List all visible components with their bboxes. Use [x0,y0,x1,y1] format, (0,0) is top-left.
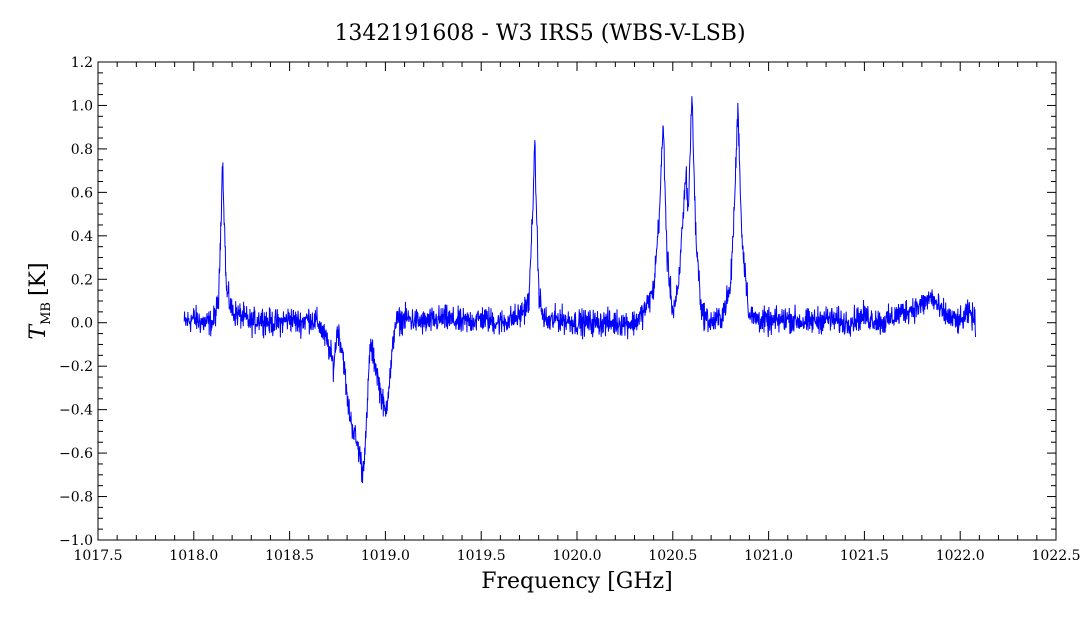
y-tick-label: −1.0 [59,533,93,549]
y-tick-label: −0.8 [59,490,93,506]
y-tick-label: 0.6 [71,185,93,201]
svg-text:TMB[K]: TMB [K] [26,262,54,339]
x-tick-label: 1018.5 [265,548,314,564]
y-axis-label-sub: MB [39,302,54,325]
x-tick-label: 1021.5 [840,548,889,564]
spectrum-trace [183,96,977,484]
x-tick-label: 1019.5 [457,548,506,564]
x-tick-label: 1022.0 [936,548,985,564]
y-tick-label: 0.0 [71,316,93,332]
x-tick-label: 1022.5 [1032,548,1080,564]
y-axis-label: TMB [K] [26,262,54,339]
x-tick-label: 1017.5 [74,548,123,564]
y-axis-label-unit: [K] [26,262,51,296]
y-tick-label: −0.6 [59,446,93,462]
x-tick-label: 1019.0 [361,548,410,564]
x-tick-label: 1020.5 [648,548,697,564]
y-tick-label: 0.4 [71,229,93,245]
y-tick-label: −0.4 [59,403,93,419]
y-tick-label: −0.2 [59,359,93,375]
y-axis: −1.0 −0.8 −0.6 −0.4 −0.2 0.0 0.2 0.4 0.6 0.8 1.0 1.… [59,55,1056,549]
x-tick-label: 1018.0 [169,548,218,564]
y-tick-label: 1.0 [71,98,93,114]
chart-title: 1342191608 - W3 IRS5 (WBS-V-LSB) [334,21,745,46]
x-tick-label: 1021.0 [744,548,793,564]
x-axis: 1017.5 1018.0 1018.5 1019.0 1019.5 1020.0 1020… [74,62,1080,564]
y-tick-label: 0.2 [71,272,93,288]
y-tick-label: 1.2 [71,55,93,71]
y-axis-label-main: T [26,323,51,340]
x-axis-label: Frequency [GHz] [481,569,673,594]
x-tick-label: 1020.0 [553,548,602,564]
y-tick-label: 0.8 [71,142,93,158]
